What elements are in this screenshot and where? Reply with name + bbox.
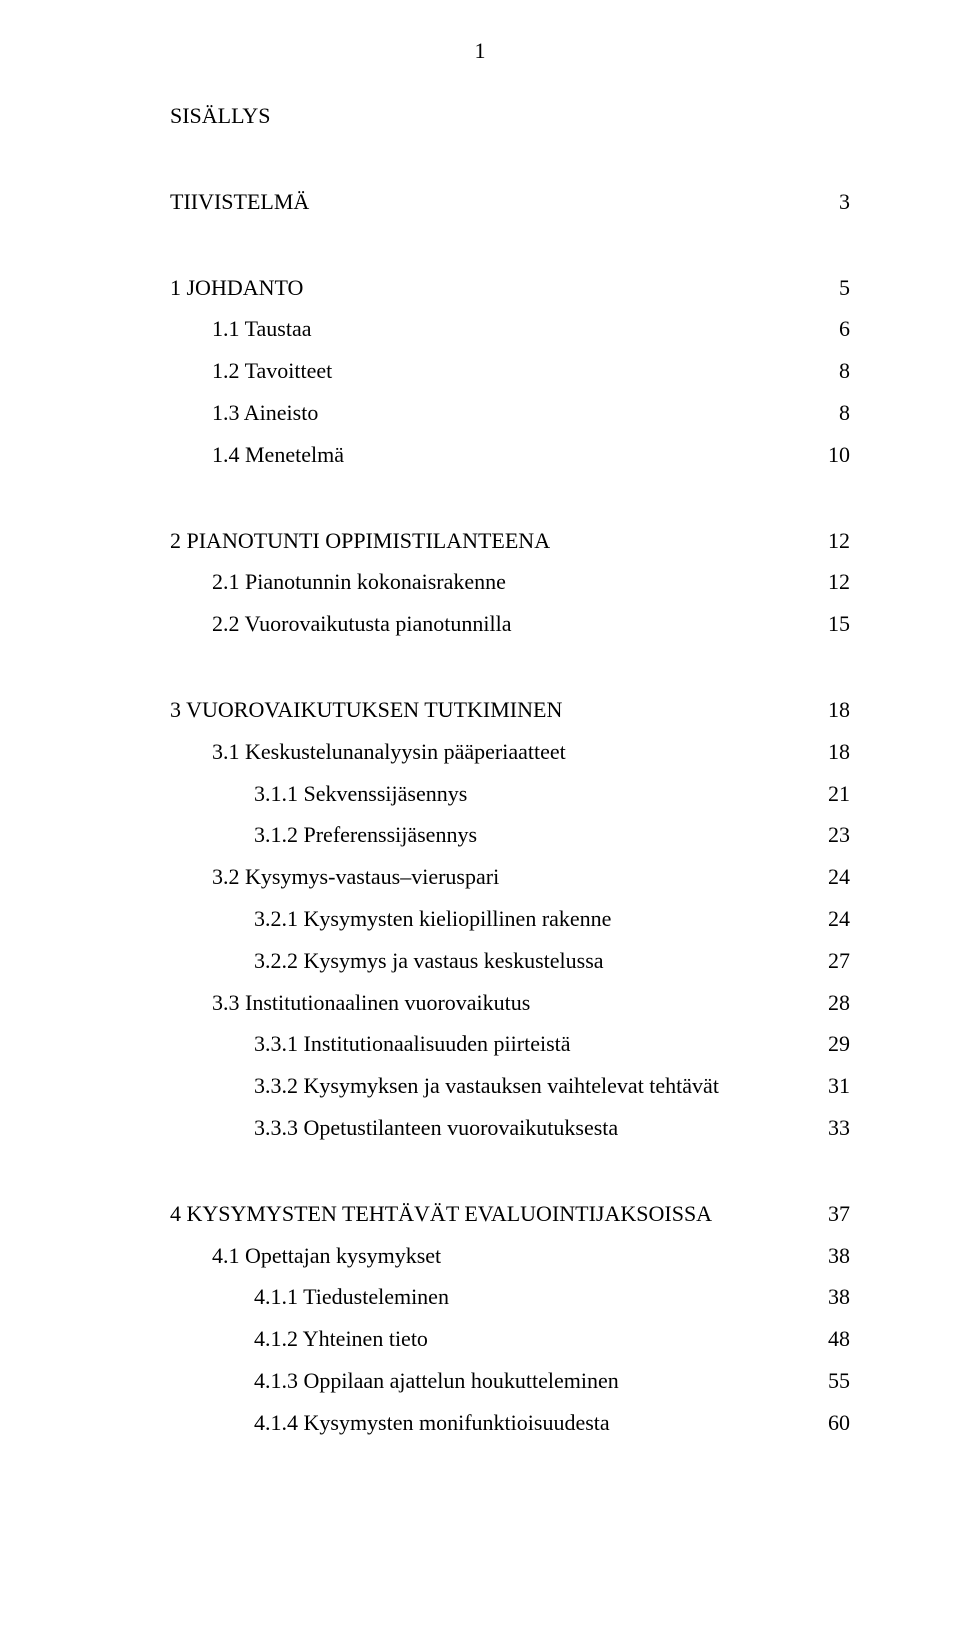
toc-label: 3.1 Keskustelunanalyysin pääperiaatteet: [212, 731, 566, 773]
toc-row: 3.1 Keskustelunanalyysin pääperiaatteet 1…: [170, 731, 850, 773]
toc-row: 4.1.2 Yhteinen tieto 48: [170, 1318, 850, 1360]
toc-row: TIIVISTELMÄ 3: [170, 181, 850, 223]
toc-label: TIIVISTELMÄ: [170, 181, 309, 223]
toc-label: 1.2 Tavoitteet: [212, 350, 332, 392]
toc-row: 1.3 Aineisto 8: [170, 392, 850, 434]
toc-page-number: 18: [810, 731, 850, 773]
toc-page-number: 28: [810, 982, 850, 1024]
toc-label: 2 PIANOTUNTI OPPIMISTILANTEENA: [170, 520, 550, 562]
toc-label: 4.1.1 Tiedusteleminen: [254, 1276, 449, 1318]
toc-label: 3.2.2 Kysymys ja vastaus keskustelussa: [254, 940, 604, 982]
toc-page-number: 38: [810, 1276, 850, 1318]
toc-row: SISÄLLYS: [170, 95, 850, 137]
toc-label: 4 KYSYMYSTEN TEHTÄVÄT EVALUOINTIJAKSOISS…: [170, 1193, 712, 1235]
toc-row: 1.2 Tavoitteet 8: [170, 350, 850, 392]
toc-row: 3.1.2 Preferenssijäsennys 23: [170, 814, 850, 856]
toc-page-number: 3: [810, 181, 850, 223]
toc-row: 4 KYSYMYSTEN TEHTÄVÄT EVALUOINTIJAKSOISS…: [170, 1193, 850, 1235]
toc-page-number: 55: [810, 1360, 850, 1402]
toc-row: 1.1 Taustaa 6: [170, 308, 850, 350]
toc-page-number: 60: [810, 1402, 850, 1444]
toc-page-number: 15: [810, 603, 850, 645]
toc-page-number: 10: [810, 434, 850, 476]
toc-label: 3.3.3 Opetustilanteen vuorovaikutuksesta: [254, 1107, 618, 1149]
toc-label: 4.1.2 Yhteinen tieto: [254, 1318, 428, 1360]
toc-label: 2.2 Vuorovaikutusta pianotunnilla: [212, 603, 512, 645]
toc-label: 3.2 Kysymys-vastaus–vieruspari: [212, 856, 499, 898]
toc-label: 3.3.1 Institutionaalisuuden piirteistä: [254, 1023, 571, 1065]
toc-row: 4.1.4 Kysymysten monifunktioisuudesta 60: [170, 1402, 850, 1444]
toc-page-number: 5: [810, 267, 850, 309]
toc-page-number: 31: [810, 1065, 850, 1107]
toc-row: 2.2 Vuorovaikutusta pianotunnilla 15: [170, 603, 850, 645]
toc-label: 3 VUOROVAIKUTUKSEN TUTKIMINEN: [170, 689, 562, 731]
toc-row: 3 VUOROVAIKUTUKSEN TUTKIMINEN 18: [170, 689, 850, 731]
toc-label: 3.3.2 Kysymyksen ja vastauksen vaihtelev…: [254, 1065, 719, 1107]
toc-page-number: 12: [810, 561, 850, 603]
toc-row: 4.1 Opettajan kysymykset 38: [170, 1235, 850, 1277]
toc-page-number: 8: [810, 350, 850, 392]
toc-row: 3.3.3 Opetustilanteen vuorovaikutuksesta…: [170, 1107, 850, 1149]
toc-page-number: 37: [810, 1193, 850, 1235]
toc-label: 3.1.1 Sekvenssijäsennys: [254, 773, 467, 815]
toc-label: 4.1.3 Oppilaan ajattelun houkutteleminen: [254, 1360, 619, 1402]
toc-row: 1 JOHDANTO 5: [170, 267, 850, 309]
toc-row: 3.3 Institutionaalinen vuorovaikutus 28: [170, 982, 850, 1024]
toc-label: 2.1 Pianotunnin kokonaisrakenne: [212, 561, 506, 603]
toc-page-number: 6: [810, 308, 850, 350]
toc-row: 3.3.1 Institutionaalisuuden piirteistä 29: [170, 1023, 850, 1065]
page-number: 1: [0, 38, 960, 64]
toc-label: 1.3 Aineisto: [212, 392, 318, 434]
toc-page-number: 21: [810, 773, 850, 815]
toc-page-number: 24: [810, 898, 850, 940]
toc-label: 3.2.1 Kysymysten kieliopillinen rakenne: [254, 898, 611, 940]
toc-row: 3.3.2 Kysymyksen ja vastauksen vaihtelev…: [170, 1065, 850, 1107]
toc-row: 3.2.2 Kysymys ja vastaus keskustelussa 27: [170, 940, 850, 982]
toc-label: 1.4 Menetelmä: [212, 434, 344, 476]
toc-row: 4.1.1 Tiedusteleminen 38: [170, 1276, 850, 1318]
toc-page-number: 8: [810, 392, 850, 434]
table-of-contents: SISÄLLYSTIIVISTELMÄ31 JOHDANTO51.1 Taust…: [170, 95, 850, 1444]
document-page: 1 SISÄLLYSTIIVISTELMÄ31 JOHDANTO51.1 Tau…: [0, 0, 960, 1638]
toc-label: 4.1.4 Kysymysten monifunktioisuudesta: [254, 1402, 610, 1444]
toc-row: 3.2.1 Kysymysten kieliopillinen rakenne 2…: [170, 898, 850, 940]
toc-page-number: 18: [810, 689, 850, 731]
toc-label: 3.1.2 Preferenssijäsennys: [254, 814, 477, 856]
toc-label: 3.3 Institutionaalinen vuorovaikutus: [212, 982, 530, 1024]
toc-page-number: 27: [810, 940, 850, 982]
toc-page-number: 48: [810, 1318, 850, 1360]
toc-row: 4.1.3 Oppilaan ajattelun houkutteleminen…: [170, 1360, 850, 1402]
toc-label: SISÄLLYS: [170, 95, 270, 137]
toc-label: 1 JOHDANTO: [170, 267, 303, 309]
toc-page-number: 12: [810, 520, 850, 562]
toc-page-number: 38: [810, 1235, 850, 1277]
toc-row: 3.1.1 Sekvenssijäsennys 21: [170, 773, 850, 815]
toc-row: 1.4 Menetelmä 10: [170, 434, 850, 476]
toc-page-number: 23: [810, 814, 850, 856]
toc-row: 3.2 Kysymys-vastaus–vieruspari 24: [170, 856, 850, 898]
toc-page-number: 29: [810, 1023, 850, 1065]
toc-page-number: 24: [810, 856, 850, 898]
toc-page-number: 33: [810, 1107, 850, 1149]
toc-label: 1.1 Taustaa: [212, 308, 311, 350]
toc-row: 2 PIANOTUNTI OPPIMISTILANTEENA 12: [170, 520, 850, 562]
toc-label: 4.1 Opettajan kysymykset: [212, 1235, 441, 1277]
toc-row: 2.1 Pianotunnin kokonaisrakenne 12: [170, 561, 850, 603]
